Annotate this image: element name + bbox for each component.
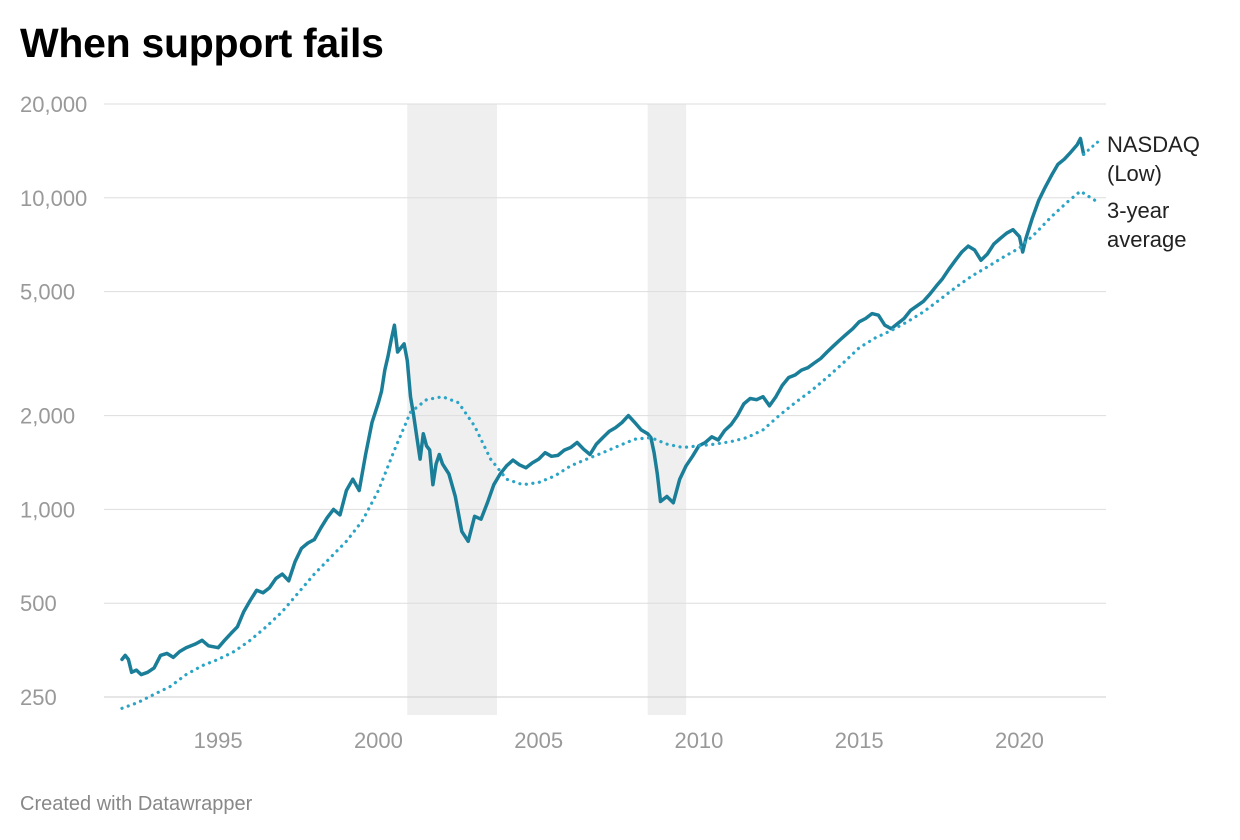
grid-lines: [104, 103, 1106, 698]
recession-band-1: [647, 104, 687, 715]
y-tick-label: 500: [20, 591, 57, 616]
y-axis: 20,000 10,000 5,000 2,000 1,000 500 250: [20, 92, 87, 710]
nasdaq-label-connector: [1082, 138, 1102, 156]
y-tick-label: 5,000: [20, 280, 75, 305]
series-labels: NASDAQ (Low) 3-year average: [1107, 132, 1200, 252]
x-tick-label: 2005: [514, 728, 563, 753]
y-tick-label: 20,000: [20, 92, 87, 117]
x-tick-label: 1995: [194, 728, 243, 753]
series-line-0: [120, 136, 1086, 677]
series-label-line: 3-year: [1107, 198, 1169, 223]
x-tick-label: 2000: [354, 728, 403, 753]
x-axis: 1995 2000 2005 2010 2015 2020: [194, 728, 1044, 753]
series-label-0: NASDAQ (Low): [1107, 132, 1200, 186]
recession-bands: [407, 104, 687, 715]
series-label-line: (Low): [1107, 161, 1162, 186]
credit-footer: Created with Datawrapper: [20, 793, 253, 815]
series-line-1: [120, 189, 1102, 710]
chart-title: When support fails: [20, 20, 384, 66]
series-lines: [120, 136, 1102, 710]
recession-band-0: [407, 104, 498, 715]
series-label-1: 3-year average: [1107, 198, 1187, 252]
series-label-line: NASDAQ: [1107, 132, 1200, 157]
y-tick-label: 250: [20, 685, 57, 710]
y-tick-label: 10,000: [20, 186, 87, 211]
x-tick-label: 2010: [674, 728, 723, 753]
series-label-line: average: [1107, 227, 1187, 252]
x-tick-label: 2020: [995, 728, 1044, 753]
y-tick-label: 1,000: [20, 497, 75, 522]
x-tick-label: 2015: [835, 728, 884, 753]
y-tick-label: 2,000: [20, 404, 75, 429]
